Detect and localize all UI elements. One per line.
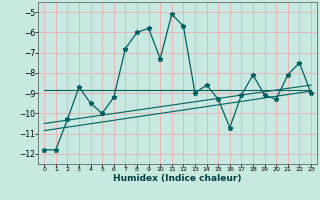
X-axis label: Humidex (Indice chaleur): Humidex (Indice chaleur) [113,174,242,183]
